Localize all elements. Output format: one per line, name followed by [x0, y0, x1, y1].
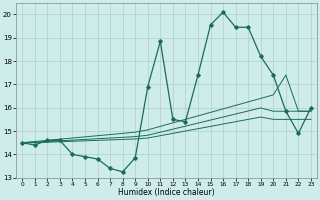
X-axis label: Humidex (Indice chaleur): Humidex (Indice chaleur) — [118, 188, 215, 197]
